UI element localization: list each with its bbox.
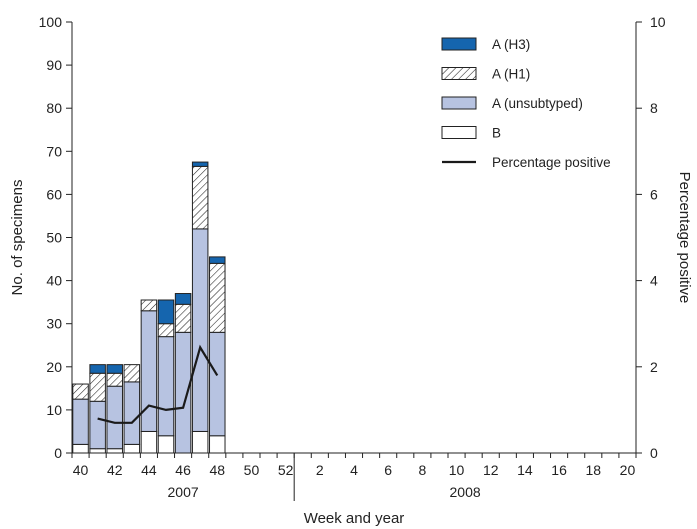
bar-segment-b	[140, 430, 158, 454]
bar-segment-b	[123, 443, 141, 454]
legend-label-percentage-positive: Percentage positive	[492, 155, 611, 170]
legend-swatch-a-h3	[441, 37, 477, 51]
bar-segment-b	[157, 435, 175, 454]
y-tick-label: 0	[54, 445, 62, 461]
legend-label-a-unsubtyped: A (unsubtyped)	[492, 96, 583, 111]
legend: A (H3) A (H1) A (unsubtyped) B Percentage po…	[441, 37, 611, 170]
y-tick-label: 80	[46, 100, 62, 116]
y-axis-title: No. of specimens	[9, 180, 26, 296]
y-tick-label: 70	[46, 143, 62, 159]
bar-segment-a-h1	[106, 372, 123, 387]
year-label: 2007	[168, 484, 199, 500]
x-tick-label: 16	[551, 462, 567, 478]
bar-segment-a-h1	[191, 165, 209, 230]
y-tick-label: 20	[46, 359, 62, 375]
bar-segment-a-unsubtyped	[191, 228, 209, 432]
bar-segment-b	[106, 448, 123, 454]
x-tick-label: 10	[449, 462, 465, 478]
x-tick-label: 52	[278, 462, 294, 478]
bar-segment-a-unsubtyped	[157, 336, 175, 437]
legend-label-a-h1: A (H1)	[492, 67, 530, 82]
bar-segment-a-h1	[209, 262, 226, 333]
bar-segment-a-h1	[123, 364, 141, 383]
x-tick-label: 2	[316, 462, 324, 478]
x-tick-label: 4	[350, 462, 358, 478]
x-tick-label: 44	[141, 462, 157, 478]
bar-segment-a-h3	[174, 293, 192, 305]
bar-segment-a-h1	[72, 383, 89, 400]
x-tick-label: 40	[73, 462, 89, 478]
bar-segment-a-h3	[191, 161, 209, 167]
y2-axis-title: Percentage positive	[676, 172, 693, 304]
y2-tick-label: 4	[650, 273, 658, 289]
x-axis-title: Week and year	[304, 510, 405, 527]
x-tick-label: 18	[585, 462, 601, 478]
plot-area	[72, 161, 226, 454]
x-tick-label: 50	[244, 462, 260, 478]
y-tick-label: 60	[46, 186, 62, 202]
bar-segment-a-h3	[89, 364, 106, 374]
bar-segment-b	[72, 443, 89, 454]
bar-segment-b	[89, 448, 106, 454]
bar-segment-a-h3	[157, 299, 175, 325]
x-tick-label: 42	[107, 462, 123, 478]
x-tick-label: 14	[517, 462, 533, 478]
bar-segment-a-h1	[174, 303, 192, 333]
bar-segment-a-h3	[106, 364, 123, 374]
x-tick-label: 8	[418, 462, 426, 478]
bar-segment-a-unsubtyped	[140, 310, 158, 432]
bar-segment-a-unsubtyped	[209, 331, 226, 437]
legend-swatch-a-h1	[441, 67, 477, 80]
year-label: 2008	[450, 484, 481, 500]
x-tick-label: 6	[384, 462, 392, 478]
percentage-positive-line	[97, 344, 219, 424]
y2-tick-label: 2	[650, 359, 658, 375]
x-tick-label: 48	[209, 462, 225, 478]
bar-segment-a-h1	[89, 372, 106, 402]
y-tick-label: 40	[46, 273, 62, 289]
y-tick-label: 50	[46, 230, 62, 246]
x-tick-label: 12	[483, 462, 499, 478]
bar-segment-a-h3	[209, 256, 226, 264]
bar-segment-a-h1	[140, 299, 158, 312]
legend-swatch-b	[441, 126, 477, 139]
y2-tick-label: 8	[650, 100, 658, 116]
y2-tick-label: 6	[650, 186, 658, 202]
bar-segment-a-unsubtyped	[123, 381, 141, 445]
y-tick-label: 90	[46, 57, 62, 73]
y-tick-label: 30	[46, 316, 62, 332]
legend-label-a-h3: A (H3)	[492, 37, 530, 52]
bar-segment-b	[191, 430, 209, 454]
bar-segment-a-h1	[157, 323, 175, 338]
y2-tick-label: 0	[650, 445, 658, 461]
y-tick-label: 100	[39, 14, 63, 30]
bar-segment-a-unsubtyped	[106, 385, 123, 450]
legend-swatch-a-unsubtyped	[441, 96, 477, 110]
x-tick-label: 20	[620, 462, 636, 478]
bar-segment-b	[209, 435, 226, 454]
bar-segment-a-unsubtyped	[89, 400, 106, 450]
y-tick-label: 10	[46, 402, 62, 418]
x-tick-label: 46	[175, 462, 191, 478]
bar-segment-a-unsubtyped	[72, 398, 89, 445]
bar-segment-a-unsubtyped	[174, 331, 192, 454]
legend-label-b: B	[492, 126, 501, 141]
y2-tick-label: 10	[650, 14, 666, 30]
